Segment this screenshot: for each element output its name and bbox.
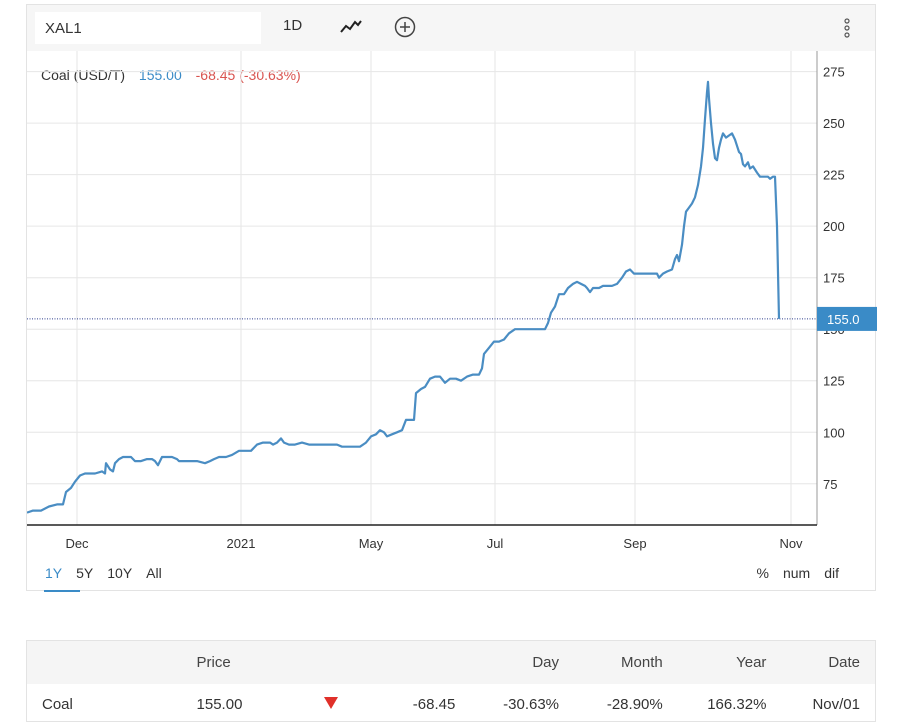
y-tick-label: 100	[823, 425, 845, 440]
last-price-tag	[817, 306, 877, 331]
x-tick-label: Nov	[779, 536, 803, 551]
symbol-input[interactable]	[35, 12, 261, 44]
range-tab-5y[interactable]: 5Y	[76, 565, 94, 581]
y-tick-label: 275	[823, 65, 845, 80]
chart-card: 1D Coal (USD/T) 155.00 -68.45 (-30.63%) …	[26, 4, 877, 592]
x-tick-label: May	[359, 536, 384, 551]
mode-tabs: % num dif	[743, 565, 839, 581]
col-day-header: Day	[532, 653, 560, 671]
x-tick-label: Dec	[65, 536, 89, 551]
line-chart-icon[interactable]	[339, 17, 363, 37]
range-tabs: 1Y 5Y 10Y All	[45, 565, 176, 581]
row-date: Nov/01	[812, 695, 860, 713]
quote-table: Price Day Month Year Date Coal 155.00 -6…	[26, 640, 876, 724]
last-price-tag-label: 155.0	[827, 312, 860, 327]
legend-price: 155.00	[138, 67, 182, 83]
range-tab-10y[interactable]: 10Y	[107, 565, 133, 581]
col-date-header: Date	[828, 653, 860, 671]
vertical-dots-icon[interactable]	[840, 15, 854, 41]
down-triangle-icon	[294, 684, 367, 724]
legend-change: -68.45 (-30.63%)	[195, 67, 301, 83]
chart-toolbar: 1D	[27, 5, 875, 51]
y-tick-label: 125	[823, 374, 845, 389]
plus-circle-icon[interactable]	[393, 15, 417, 39]
table-header-row: Price Day Month Year Date	[26, 640, 876, 684]
y-tick-label: 225	[823, 168, 845, 183]
row-month: -28.90%	[606, 695, 663, 713]
col-price-header: Price	[196, 653, 231, 671]
range-tab-all[interactable]: All	[146, 565, 162, 581]
x-tick-label: 2021	[227, 536, 256, 551]
col-month-header: Month	[621, 653, 663, 671]
row-year: 166.32%	[707, 695, 767, 713]
row-name[interactable]: Coal	[42, 695, 73, 713]
mode-tab-percent[interactable]: %	[756, 565, 769, 581]
y-tick-label: 175	[823, 271, 845, 286]
y-tick-label: 200	[823, 219, 845, 234]
y-tick-label: 75	[823, 477, 837, 492]
y-tick-label: 250	[823, 116, 845, 131]
row-day: -30.63%	[503, 695, 560, 713]
x-tick-label: Sep	[623, 536, 646, 551]
col-name-header	[26, 640, 181, 684]
price-series-line	[27, 80, 781, 514]
x-tick-label: Jul	[487, 536, 504, 551]
col-year-header: Year	[736, 653, 767, 671]
legend-name: Coal (USD/T)	[41, 67, 126, 83]
table-row[interactable]: Coal 155.00 -68.45 -30.63% -28.90% 166.3…	[26, 684, 876, 724]
col-change-header	[368, 640, 472, 684]
mode-tab-num[interactable]: num	[782, 565, 811, 581]
price-chart[interactable]: 75100125150175200225250275Dec2021MayJulS…	[27, 5, 877, 565]
interval-button[interactable]: 1D	[283, 17, 303, 34]
mode-tab-dif[interactable]: dif	[824, 565, 839, 581]
range-tab-underline	[44, 590, 80, 592]
chart-legend: Coal (USD/T) 155.00 -68.45 (-30.63%)	[41, 67, 311, 83]
col-arrow-header	[294, 640, 367, 684]
row-change: -68.45	[412, 695, 456, 713]
row-price: 155.00	[196, 695, 243, 713]
range-tab-1y[interactable]: 1Y	[45, 565, 63, 581]
